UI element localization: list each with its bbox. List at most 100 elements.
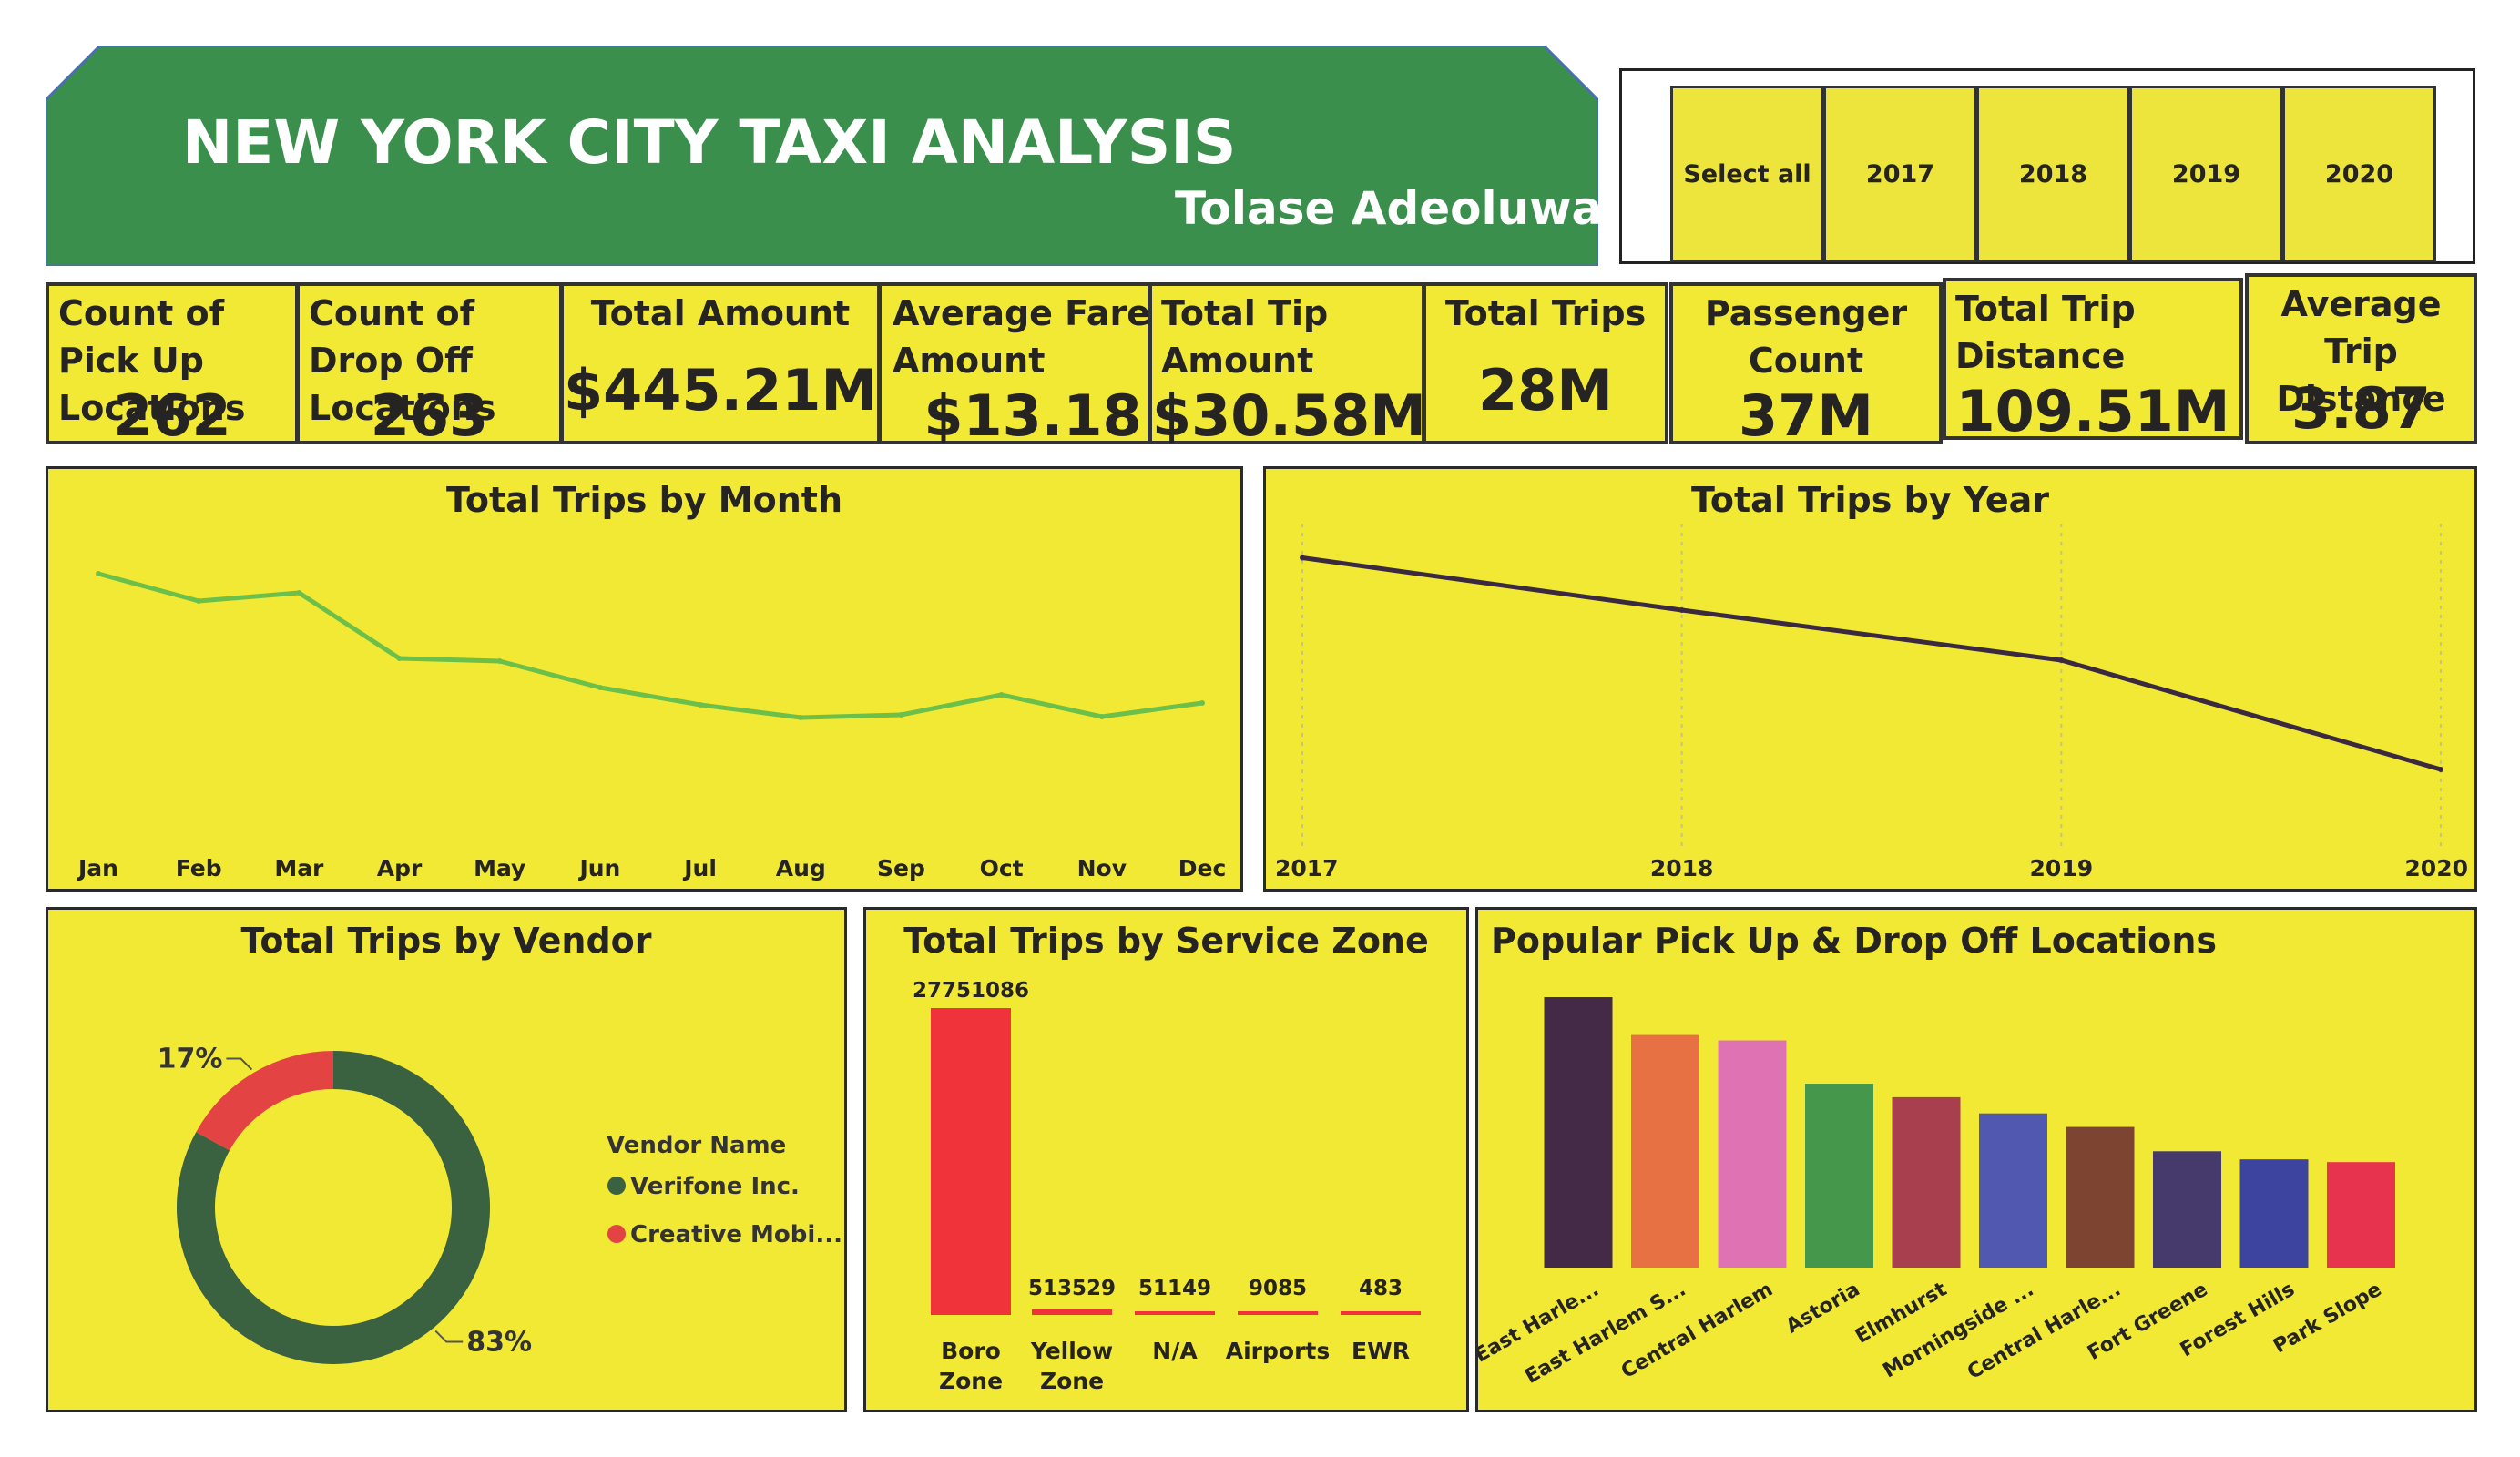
zone-bar <box>1032 1309 1112 1315</box>
donut-slice <box>196 1051 333 1151</box>
vendor-chart-panel: Total Trips by Vendor 83% 17% Vendor Name V… <box>46 907 847 1412</box>
donut-label: 83% <box>466 1327 532 1359</box>
zone-data-label: 513529 <box>1028 1277 1116 1300</box>
vendor-donut-chart: 83% 17% Vendor Name Verifone Inc. Creative M… <box>158 1044 842 1364</box>
zone-data-label: 27751086 <box>913 979 1029 1003</box>
header-shape <box>46 46 1598 266</box>
month-point <box>1199 700 1205 706</box>
month-tick-label: Mar <box>274 855 324 881</box>
zone-tick-label: Boro <box>941 1338 1001 1364</box>
location-bar <box>2153 1151 2221 1268</box>
month-tick-label: Nov <box>1077 855 1127 881</box>
month-tick-label: Feb <box>176 855 222 881</box>
month-tick-label: Jun <box>577 855 620 881</box>
month-chart-panel: Total Trips by Month Jan Feb Mar Apr May Jun J… <box>46 466 1243 892</box>
year-line-chart: 2017 2018 2019 2020 <box>1275 524 2468 881</box>
donut-leader-line <box>434 1330 464 1343</box>
zone-tick-label: Zone <box>1040 1368 1104 1394</box>
kpi-value: 3.87 <box>2291 375 2431 442</box>
location-bar <box>2066 1126 2135 1268</box>
kpi-dropoff-locations: Count of Drop Off Locations 263 <box>296 282 563 448</box>
kpi-value: 28M <box>1478 357 1613 423</box>
kpi-value: 109.51M <box>1955 378 2230 444</box>
zone-data-label: 483 <box>1359 1277 1403 1300</box>
location-tick-label: Morningside ... <box>1879 1279 2037 1383</box>
year-series-line <box>1301 555 2442 772</box>
slicer-2019[interactable]: 2019 <box>2129 86 2283 262</box>
zone-bar <box>1341 1311 1421 1315</box>
legend-title: Vendor Name <box>607 1132 786 1159</box>
slicer-select-all[interactable]: Select all <box>1670 86 1824 262</box>
month-tick-label: Oct <box>980 855 1024 881</box>
slicer-2018[interactable]: 2018 <box>1976 86 2130 262</box>
year-slicer: Select all 2017 2018 2019 2020 <box>1619 68 2475 264</box>
zone-bar <box>931 1008 1011 1315</box>
year-tick-label: 2019 <box>2030 855 2094 881</box>
locations-bar-chart: East Harle...East Harlem S...Central Har… <box>1478 997 2395 1389</box>
year-point <box>1300 555 1305 561</box>
zone-tick-label: Yellow <box>1030 1338 1113 1364</box>
location-bar <box>1892 1096 1961 1268</box>
kpi-label: Total Amount <box>590 293 851 333</box>
location-bar <box>1631 1034 1699 1268</box>
kpi-label: Total Trip Distance <box>1955 289 2136 376</box>
month-point <box>1098 714 1105 719</box>
zone-tick-label: EWR <box>1352 1338 1410 1364</box>
kpi-label: Count of Pick Up Locations <box>58 293 246 428</box>
month-tick-label: Jan <box>77 855 118 881</box>
month-tick-label: Sep <box>877 855 925 881</box>
location-bar <box>1718 1040 1787 1268</box>
kpi-total-distance: Total Trip Distance 109.51M <box>1943 278 2243 444</box>
slicer-2020[interactable]: 2020 <box>2282 86 2436 262</box>
zone-bar <box>1135 1311 1215 1315</box>
kpi-total-tip: Total Tip Amount $30.58M <box>1148 282 1426 448</box>
month-point <box>698 702 704 708</box>
kpi-value: $30.58M <box>1152 382 1426 449</box>
month-point <box>798 715 804 720</box>
location-bar <box>1979 1113 2047 1268</box>
chart-title: Total Trips by Month <box>446 480 842 520</box>
year-tick-label: 2017 <box>1275 855 1339 881</box>
zone-tick-label: N/A <box>1152 1338 1198 1364</box>
kpi-average-distance: Average Trip Distance 3.87 <box>2245 273 2477 444</box>
kpi-total-amount: Total Amount $445.21M <box>560 282 881 444</box>
location-bar <box>1805 1084 1873 1268</box>
dashboard-title: NEW YORK CITY TAXI ANALYSIS <box>182 107 1237 178</box>
year-point <box>1678 607 1685 613</box>
month-point <box>898 712 904 718</box>
kpi-passenger-count: Passenger Count 37M <box>1669 282 1943 448</box>
slicer-2017[interactable]: 2017 <box>1823 86 1977 262</box>
month-point <box>96 571 101 576</box>
location-tick-label: East Harlem S... <box>1521 1279 1689 1389</box>
zone-bar <box>1238 1311 1318 1315</box>
location-tick-label: Central Harlem <box>1617 1279 1777 1383</box>
kpi-label: Average Fare Amount <box>893 293 1151 381</box>
month-tick-label: May <box>474 855 525 881</box>
chart-title: Total Trips by Vendor <box>240 921 652 961</box>
chart-title: Total Trips by Year <box>1691 480 2049 520</box>
legend-marker <box>607 1225 626 1243</box>
kpi-value: 37M <box>1739 382 1873 449</box>
zone-tick-label: Airports <box>1226 1338 1330 1364</box>
header-banner <box>46 46 1598 266</box>
chart-title: Total Trips by Service Zone <box>903 921 1429 961</box>
legend-item: Creative Mobi... <box>630 1221 842 1248</box>
donut-leader-line <box>226 1057 253 1071</box>
zone-chart-panel: Total Trips by Service Zone 27751086 Boro… <box>863 907 1469 1412</box>
year-point <box>2058 657 2065 663</box>
zone-data-label: 9085 <box>1249 1277 1307 1300</box>
kpi-label: Total Tip Amount <box>1161 293 1329 381</box>
kpi-label: Total Trips <box>1444 293 1647 333</box>
kpi-label: Average Trip Distance <box>2276 284 2446 419</box>
month-line-chart: Jan Feb Mar Apr May Jun Jul Aug Sep Oct Nov Dec <box>77 571 1226 881</box>
location-bar <box>2327 1162 2395 1268</box>
legend-item: Verifone Inc. <box>630 1173 800 1200</box>
month-tick-label: Jul <box>682 855 717 881</box>
location-bar <box>2239 1159 2309 1268</box>
month-point <box>597 685 603 690</box>
year-chart-panel: Total Trips by Year 2017 2018 2019 2020 <box>1263 466 2477 892</box>
zone-tick-label: Zone <box>939 1368 1003 1394</box>
month-point <box>998 692 1005 698</box>
kpi-total-trips: Total Trips 28M <box>1423 282 1668 444</box>
author-name: Tolase Adeoluwa <box>1175 182 1603 235</box>
